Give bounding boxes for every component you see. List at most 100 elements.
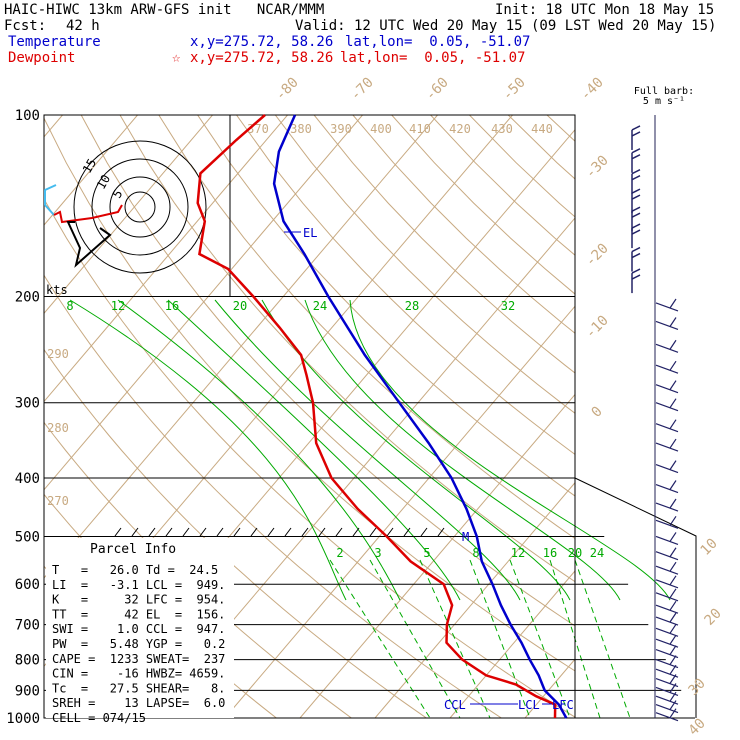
- wind-barb-flag: [631, 274, 641, 280]
- dry-adiabat-line: [236, 115, 575, 455]
- isotherm-label: -40: [578, 75, 607, 104]
- dry-adiabat-line: [274, 115, 575, 414]
- isotherm-label: 20: [702, 606, 725, 629]
- mixing-ratio-line: [469, 559, 531, 719]
- isotherm-label: -10: [583, 313, 612, 342]
- wind-barb-flag: [631, 246, 641, 253]
- theta-label: 280: [47, 421, 69, 435]
- hodograph-trace-low: [66, 221, 112, 268]
- wind-barb-flag: [669, 438, 677, 449]
- freezing-hatch: [182, 527, 190, 537]
- dry-adiabat-line: [44, 274, 502, 718]
- mixing-ratio-line: [117, 299, 401, 601]
- wind-barb: [655, 498, 679, 512]
- hodograph-ring-label: 15: [80, 156, 99, 176]
- wind-barb-flag: [669, 623, 677, 634]
- wind-barb: [655, 460, 679, 474]
- wind-barb-flag: [669, 575, 677, 586]
- dry-adiabat-line: [586, 115, 740, 718]
- parcel-info-row: PW = 5.48 YGP = 0.2: [52, 637, 225, 651]
- wind-barb-flag: [631, 188, 641, 194]
- forecast-hour: 42 h: [66, 18, 100, 34]
- wind-barb: [655, 515, 679, 529]
- wind-barb-shaft: [655, 616, 679, 626]
- wind-barb: [655, 438, 679, 452]
- freezing-hatch: [250, 527, 258, 537]
- freezing-hatch: [420, 527, 428, 537]
- wind-barb: [655, 600, 679, 614]
- forecast-label: Fcst:: [4, 18, 47, 34]
- wind-barb: [631, 148, 641, 173]
- mixing-ratio-line: [69, 299, 347, 601]
- isotherm-line: [374, 481, 575, 718]
- wind-barb: [655, 480, 679, 494]
- isotherm-label: 10: [698, 536, 721, 559]
- wind-barb: [631, 223, 641, 249]
- freezing-hatch: [114, 527, 122, 537]
- wind-barb-flag: [669, 700, 677, 710]
- theta-label: 430: [491, 122, 513, 136]
- wind-barb-shaft: [655, 483, 679, 494]
- wind-barb-flag: [631, 154, 641, 160]
- freezing-hatch: [148, 527, 156, 537]
- mixing-ratio-label: 5: [423, 546, 430, 560]
- lower-frame-edge: [574, 477, 697, 718]
- freezing-hatch: [335, 527, 343, 537]
- theta-label: 410: [409, 122, 431, 136]
- pressure-tick-label: 200: [15, 290, 40, 306]
- lfc-marker-label: LFC: [552, 698, 574, 712]
- dry-adiabat-line: [197, 115, 575, 497]
- hodograph-ring: [109, 176, 171, 238]
- pressure-tick-label: 500: [15, 529, 40, 545]
- freezing-hatch: [267, 527, 275, 537]
- wind-barb-shaft: [655, 442, 679, 452]
- wind-barb-flag: [669, 634, 677, 645]
- mixing-ratio-label: 32: [501, 299, 515, 313]
- wind-barb-shaft: [655, 302, 679, 312]
- isotherm-line: [149, 217, 575, 718]
- wind-barb-shaft: [655, 638, 679, 648]
- chart-title: HAIC-HIWC 13km ARW-GFS init NCAR/MMM: [4, 2, 325, 18]
- parcel-info-row: SREH = 13 LAPSE= 6.0: [52, 696, 225, 710]
- wind-barb-shaft: [655, 627, 679, 637]
- wind-barb-shaft: [655, 592, 679, 602]
- wind-barb-flag: [631, 206, 641, 212]
- hodograph-trace-mid: [53, 204, 123, 224]
- pressure-tick-label: 400: [15, 471, 40, 487]
- wind-barb-shaft: [655, 384, 679, 394]
- theta-label: 420: [449, 122, 471, 136]
- init-time: Init: 18 UTC Mon 18 May 15: [495, 2, 715, 18]
- wind-barb-shaft: [655, 668, 679, 678]
- wind-barb-flag: [631, 268, 641, 274]
- wind-barb-flag: [631, 223, 641, 229]
- dry-adiabat-line: [352, 115, 575, 334]
- wind-barb: [655, 317, 679, 331]
- isotherm-line: [299, 393, 575, 718]
- mixing-ratio-label: 12: [111, 299, 125, 313]
- isotherm-line: [449, 570, 575, 718]
- hodograph-ring: [91, 158, 189, 256]
- sounding-series: [196, 114, 568, 719]
- mixing-ratio-label: 24: [590, 546, 604, 560]
- wind-barb-flag: [669, 674, 677, 684]
- freezing-hatch: [386, 527, 394, 537]
- wind-barb: [655, 547, 679, 561]
- parcel-info-row: TT = 42 EL = 156.: [52, 607, 225, 621]
- parcel-info-background: [46, 538, 234, 718]
- theta-label: 390: [330, 122, 352, 136]
- wind-barb: [655, 360, 679, 374]
- wind-barb-flag: [631, 169, 641, 175]
- wind-barb-flag: [669, 691, 677, 702]
- wind-barb-shaft: [655, 502, 679, 512]
- wind-barb-flag: [669, 380, 677, 390]
- wind-barb-flag: [669, 561, 677, 572]
- wind-barb-flag: [631, 212, 641, 218]
- theta-label: 380: [290, 122, 312, 136]
- wind-barb: [655, 708, 679, 722]
- level-markers: EL CCL LCL LFC M: [114, 226, 574, 712]
- theta-label: 270: [47, 494, 69, 508]
- dry-adiabat-line: [158, 115, 575, 540]
- dry-adiabat-line: [507, 115, 575, 180]
- wind-barb: [655, 645, 679, 659]
- wind-barb-flag: [669, 460, 677, 470]
